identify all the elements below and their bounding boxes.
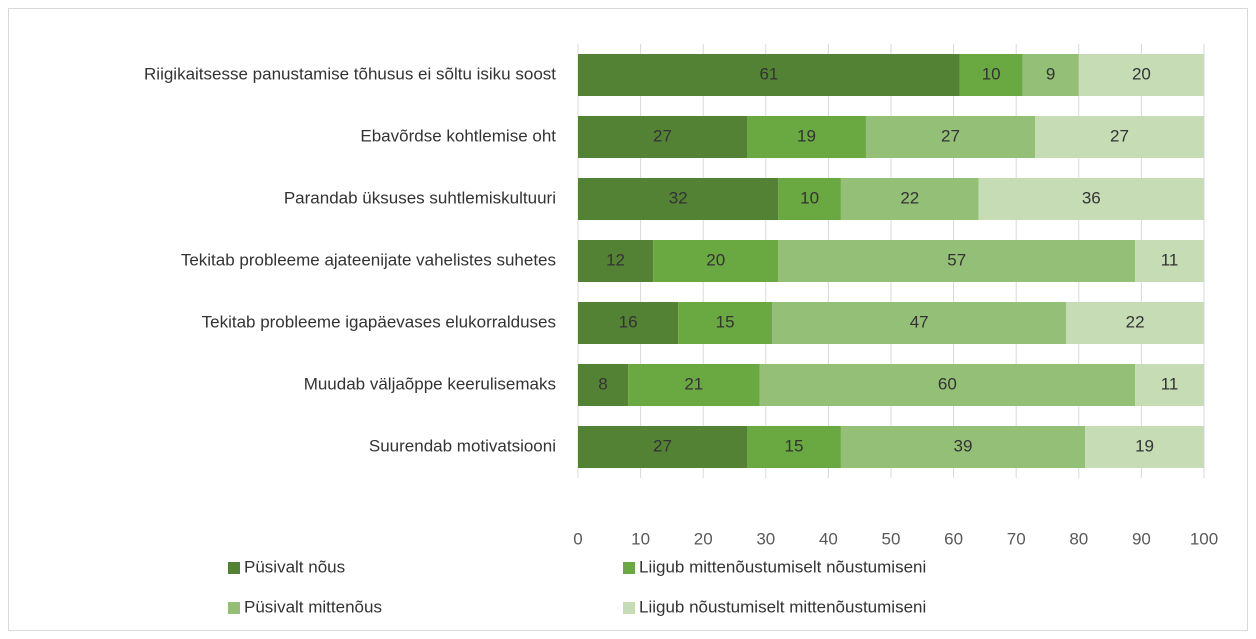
bar-segment bbox=[959, 54, 1023, 96]
y-tick-label: Suurendab motivatsiooni bbox=[369, 436, 556, 455]
bar-segment bbox=[628, 364, 760, 406]
bar-segment bbox=[747, 116, 866, 158]
data-label: 20 bbox=[706, 250, 725, 269]
data-label: 21 bbox=[684, 374, 703, 393]
data-label: 15 bbox=[785, 436, 804, 455]
y-tick-label: Tekitab probleeme ajateenijate vaheliste… bbox=[181, 250, 556, 269]
bar-segment bbox=[1022, 54, 1079, 96]
data-label: 22 bbox=[1126, 312, 1145, 331]
bar-segment bbox=[578, 116, 748, 158]
data-label: 60 bbox=[938, 374, 957, 393]
x-tick-label: 100 bbox=[1190, 529, 1218, 548]
x-tick-label: 30 bbox=[756, 529, 775, 548]
data-label: 39 bbox=[954, 436, 973, 455]
y-tick-label: Tekitab probleeme igapäevases elukorrald… bbox=[202, 312, 556, 331]
x-tick-label: 90 bbox=[1132, 529, 1151, 548]
data-label: 27 bbox=[941, 126, 960, 145]
bar-segment bbox=[772, 302, 1067, 344]
x-tick-label: 60 bbox=[944, 529, 963, 548]
bar-segment bbox=[678, 302, 773, 344]
x-tick-label: 80 bbox=[1069, 529, 1088, 548]
data-label: 11 bbox=[1161, 250, 1179, 269]
data-label: 16 bbox=[619, 312, 638, 331]
bar-segment bbox=[1135, 364, 1204, 406]
x-tick-label: 20 bbox=[694, 529, 713, 548]
bar-segment bbox=[653, 240, 779, 282]
bar-segment bbox=[840, 178, 979, 220]
data-label: 57 bbox=[947, 250, 966, 269]
legend-swatch bbox=[623, 602, 635, 614]
bar-segment bbox=[578, 302, 679, 344]
x-tick-label: 40 bbox=[819, 529, 838, 548]
x-tick-label: 70 bbox=[1007, 529, 1026, 548]
data-label: 27 bbox=[653, 436, 672, 455]
data-label: 10 bbox=[982, 64, 1001, 83]
data-label: 19 bbox=[1135, 436, 1154, 455]
bar-segment bbox=[747, 426, 841, 468]
x-tick-label: 0 bbox=[573, 529, 582, 548]
bar-segment bbox=[578, 364, 629, 406]
legend-label: Püsivalt mittenõus bbox=[244, 597, 382, 616]
x-tick-label: 50 bbox=[882, 529, 901, 548]
bar-segment bbox=[1135, 240, 1204, 282]
y-tick-label: Riigikaitsesse panustamise tõhusus ei sõ… bbox=[144, 64, 556, 83]
data-label: 22 bbox=[900, 188, 919, 207]
legend-label: Liigub mittenõustumiselt nõustumiseni bbox=[639, 557, 926, 576]
data-label: 15 bbox=[716, 312, 735, 331]
legend-swatch bbox=[228, 562, 240, 574]
data-label: 32 bbox=[669, 188, 688, 207]
bar-segment bbox=[865, 116, 1035, 158]
data-label: 12 bbox=[606, 250, 625, 269]
legend-swatch bbox=[623, 562, 635, 574]
y-tick-label: Ebavõrdse kohtlemise oht bbox=[360, 126, 556, 145]
data-label: 27 bbox=[653, 126, 672, 145]
bar-segment bbox=[840, 426, 1086, 468]
x-tick-label: 10 bbox=[631, 529, 650, 548]
bar-segment bbox=[1034, 116, 1204, 158]
bar-segment bbox=[1066, 302, 1204, 344]
data-label: 20 bbox=[1132, 64, 1151, 83]
legend-label: Liigub nõustumiselt mittenõustumiseni bbox=[639, 597, 926, 616]
bar-segment bbox=[978, 178, 1204, 220]
data-label: 11 bbox=[1161, 374, 1179, 393]
bar-segment bbox=[578, 426, 748, 468]
bar-segment bbox=[1078, 54, 1204, 96]
bar-segment bbox=[778, 178, 841, 220]
data-label: 19 bbox=[797, 126, 816, 145]
data-label: 10 bbox=[800, 188, 819, 207]
bar-segment bbox=[778, 240, 1136, 282]
data-label: 27 bbox=[1110, 126, 1129, 145]
data-label: 36 bbox=[1082, 188, 1101, 207]
data-label: 61 bbox=[759, 64, 778, 83]
data-label: 47 bbox=[910, 312, 929, 331]
legend-swatch bbox=[228, 602, 240, 614]
bar-segment bbox=[578, 178, 779, 220]
data-label: 8 bbox=[598, 374, 607, 393]
data-label: 9 bbox=[1046, 64, 1055, 83]
legend-label: Püsivalt nõus bbox=[244, 557, 345, 576]
bar-segment bbox=[1085, 426, 1204, 468]
bar-segment bbox=[578, 240, 654, 282]
y-tick-label: Muudab väljaõppe keerulisemaks bbox=[304, 374, 556, 393]
bar-segment bbox=[578, 54, 960, 96]
bar-segment bbox=[759, 364, 1136, 406]
y-tick-label: Parandab üksuses suhtlemiskultuuri bbox=[284, 188, 556, 207]
